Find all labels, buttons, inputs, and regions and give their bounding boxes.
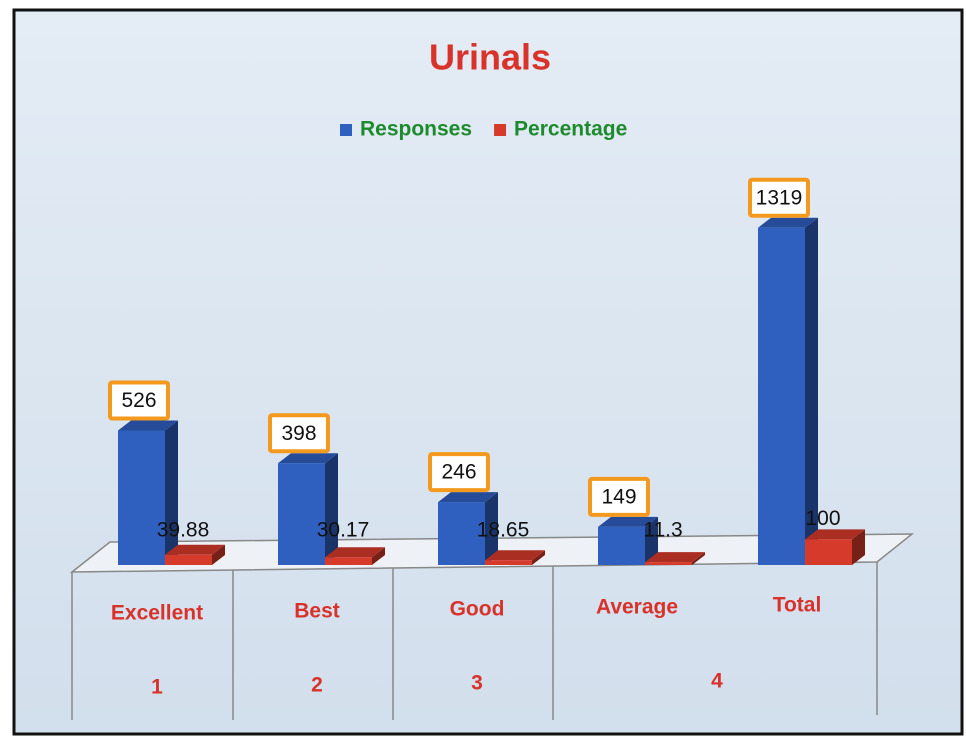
bar xyxy=(598,516,658,565)
x-tick-label: Total xyxy=(773,594,822,617)
value-label: 39.88 xyxy=(157,519,210,542)
legend-label: Percentage xyxy=(514,118,627,141)
value-label: 1319 xyxy=(756,186,803,209)
x-tick-label: Good xyxy=(450,598,505,621)
group-label: 4 xyxy=(711,670,723,693)
legend-swatch xyxy=(340,124,352,136)
bar xyxy=(645,552,705,565)
bar xyxy=(165,544,225,565)
x-tick-label: Best xyxy=(294,600,340,623)
group-label: 2 xyxy=(311,674,323,697)
group-label: 1 xyxy=(151,676,163,699)
value-label-box xyxy=(428,452,490,493)
value-label: 398 xyxy=(281,422,316,445)
bar xyxy=(758,217,818,565)
x-tick-label: Average xyxy=(596,596,678,619)
chart-title: Urinals xyxy=(429,37,551,78)
legend-label: Responses xyxy=(360,118,472,141)
value-label-box xyxy=(108,380,170,421)
value-label: 149 xyxy=(601,485,636,508)
value-label: 100 xyxy=(805,507,840,530)
table-lines xyxy=(71,562,878,720)
value-label: 526 xyxy=(121,389,156,412)
value-label: 18.65 xyxy=(477,519,530,542)
value-label: 30.17 xyxy=(317,519,370,542)
bar xyxy=(805,529,865,565)
chart-frame xyxy=(12,8,964,736)
legend-swatch xyxy=(494,124,507,136)
group-label: 3 xyxy=(471,672,483,695)
bar xyxy=(438,492,498,565)
value-label-box xyxy=(748,177,810,218)
bar xyxy=(485,550,545,565)
bar xyxy=(325,547,385,565)
bar xyxy=(118,420,178,565)
x-tick-label: Excellent xyxy=(111,602,203,625)
value-label: 11.3 xyxy=(643,519,682,542)
bar xyxy=(278,453,338,565)
value-label: 246 xyxy=(441,461,476,484)
value-label-box xyxy=(268,413,330,454)
value-label-box xyxy=(588,476,650,517)
